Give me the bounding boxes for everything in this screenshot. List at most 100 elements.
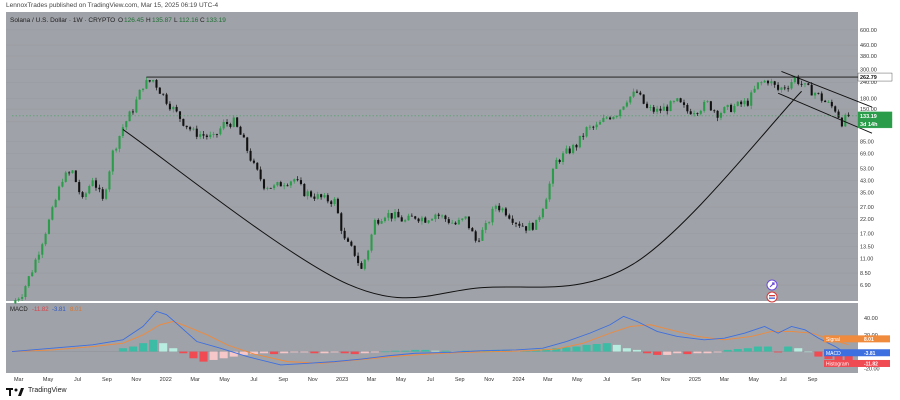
candle-body [706,101,709,103]
candle-body [518,223,521,226]
symbol-title: Solana / U.S. Dollar · 1W · CRYPTO [10,17,115,24]
time-tick-label: May [219,377,230,383]
candle-body [477,240,481,242]
histogram-bar [501,349,510,352]
time-tick-label: May [396,377,407,383]
candle-body [64,172,67,182]
candle-body [309,191,313,197]
histogram-bar [270,351,279,355]
candle-body [669,101,672,112]
histogram-bar [552,348,561,352]
chart-container[interactable]: 600.00 460.00 380.00 300.00 240.00 180.00 150.… [6,12,894,384]
signal-line [11,320,849,364]
candle-body [595,124,598,128]
candle-body [373,219,376,235]
histogram-bar [622,348,631,352]
time-tick-label: Jul [427,377,434,383]
candle-body [108,171,111,190]
candle-body [451,222,454,224]
candle-body [639,92,642,95]
flag-icon [766,291,778,303]
candle-body [464,216,467,219]
price-tick-label: 43.00 [860,178,874,184]
main-pane[interactable] [6,12,858,301]
candle-body [740,101,743,105]
candle-body [276,182,279,186]
candle-body [215,133,219,135]
price-tick-label: 150.00 [860,107,877,113]
candle-body [410,215,413,217]
histogram-bar [542,349,551,352]
candle-body [326,195,329,202]
price-tick-label: 6.90 [860,283,871,289]
candle-body [286,185,289,187]
price-axis[interactable] [858,12,894,373]
macd-badge-value: -3.81 [864,351,876,357]
candle-body [750,92,753,106]
price-tick-label: 180.00 [860,97,877,103]
macd-pane[interactable] [6,303,858,373]
candle-body [548,183,551,200]
candle-body [454,222,457,225]
histogram-bar [653,351,662,355]
histogram-bar [229,351,238,357]
histogram-bar [723,349,732,352]
candle-body [558,159,561,163]
candle-body [703,101,706,111]
histogram-bar [249,351,258,355]
candle-body [205,135,208,137]
candle-body [686,104,689,112]
candle-body [390,213,393,219]
candle-body [357,255,360,264]
candle-body [363,259,366,269]
histogram-bar [300,351,309,353]
candle-body [189,127,192,130]
candle-body [773,81,776,85]
price-chart[interactable]: 600.00 460.00 380.00 300.00 240.00 180.00 150.… [6,12,894,384]
histogram-bar [310,351,319,354]
candle-body [360,263,363,269]
candle-body [430,219,434,221]
candle-body [746,100,749,106]
candle-body [467,216,471,229]
candle-body [202,134,205,136]
macd-readout-a: -11.82 [32,307,49,313]
candle-body [316,194,319,199]
macd-readout-b: -3.81 [52,307,66,313]
time-axis[interactable] [6,373,894,384]
candle-body [645,103,649,108]
price-tick-label: 69.00 [860,151,874,157]
candle-body [158,87,161,94]
price-tick-label: 35.00 [860,190,874,196]
histogram-badge-value: -11.82 [864,361,878,367]
candle-body [172,106,175,110]
candle-body [225,122,229,124]
price-tick-label: 380.00 [860,54,877,60]
candle-body [635,91,639,93]
candle-body [800,83,803,85]
time-tick-label: Sep [278,377,288,383]
candle-body [682,102,686,105]
candle-body [249,150,252,161]
candle-body [289,181,292,186]
candle-body [598,121,602,125]
candle-body [787,88,790,90]
candle-body [743,100,746,105]
time-tick-label: 2025 [689,377,701,383]
histogram-bar [259,351,269,354]
candlesticks [14,74,850,304]
candle-body [777,84,780,90]
price-tick-label: 300.00 [860,67,877,73]
candle-body [135,99,138,113]
candle-body [699,110,702,114]
candle-body [551,168,555,184]
signal-badge-bg [824,335,890,343]
macd-tick-label: 40.00 [864,316,878,322]
candle-body [813,92,817,96]
histogram-bar [330,351,339,353]
time-tick-label: 2022 [160,377,172,383]
candle-body [383,217,387,222]
candle-body [17,298,20,301]
time-tick-label: Mar [543,377,553,383]
candle-body [437,214,440,216]
